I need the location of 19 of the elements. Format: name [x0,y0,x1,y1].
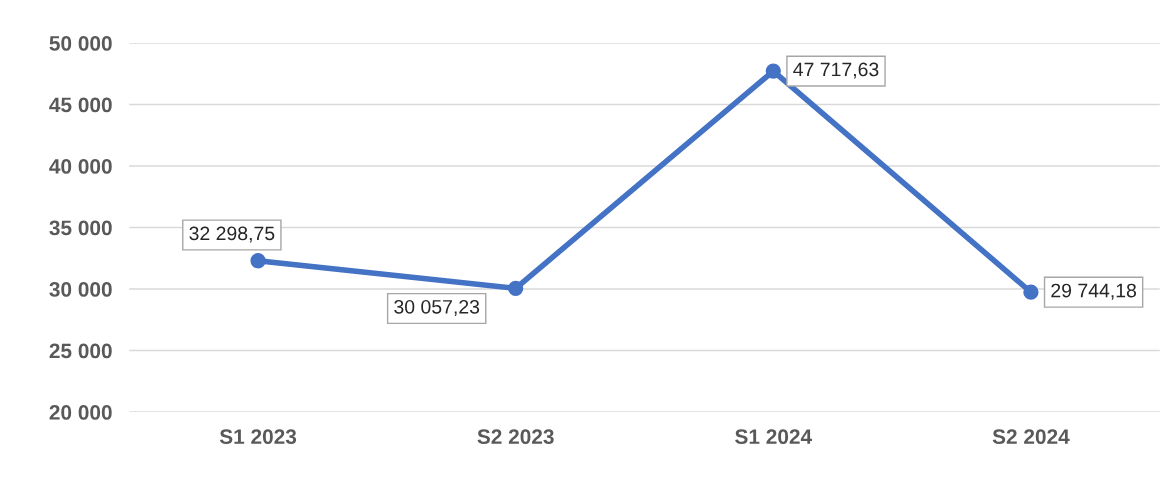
data-label: 32 298,75 [189,226,275,243]
point [1023,284,1039,300]
y-tick-label: 45 000 [49,97,112,113]
data-label: 47 717,63 [793,62,879,79]
data-label: 30 057,23 [394,299,480,317]
point [508,280,524,296]
y-tick-label: 50 000 [49,36,112,51]
point [765,63,781,79]
y-tick-label: 25 000 [49,343,112,359]
x-tick-label: S2 2023 [477,429,554,445]
x-tick-label: S1 2023 [219,429,297,445]
y-tick-label: 40 000 [49,159,112,174]
y-tick-label: 20 000 [49,405,112,420]
x-tick-label: S1 2024 [735,429,812,445]
data-label: 29 744,18 [1051,283,1137,300]
y-tick-label: 30 000 [49,282,112,297]
point [250,253,266,269]
x-tick-label: S2 2024 [992,429,1070,445]
y-tick-label: 35 000 [49,220,112,236]
